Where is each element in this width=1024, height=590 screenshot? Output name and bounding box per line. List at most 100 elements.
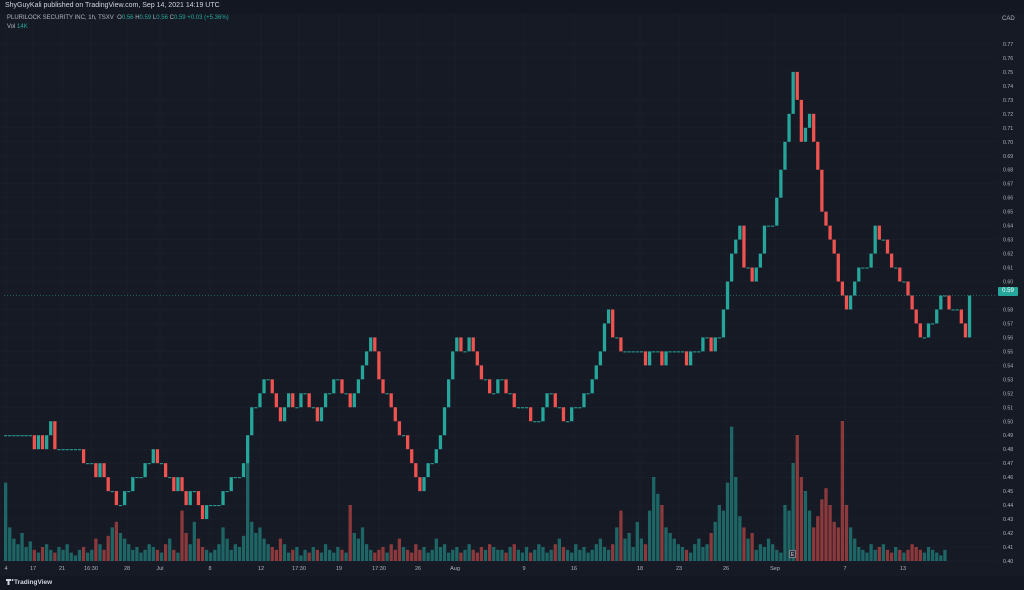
candle — [86, 463, 90, 465]
time-tick-label: 17:30 — [292, 566, 306, 572]
price-tick-label: 0.47 — [1003, 461, 1013, 467]
volume-bar — [713, 521, 717, 561]
candle — [680, 351, 685, 353]
candle — [393, 407, 397, 422]
volume-bar — [225, 538, 229, 561]
volume-bar — [668, 533, 672, 561]
volume-bar — [32, 549, 36, 561]
candle — [853, 281, 857, 296]
volume-bar — [820, 499, 824, 561]
candle — [951, 309, 955, 311]
volume-bar — [266, 544, 270, 561]
volume-bar — [853, 538, 857, 561]
candle — [81, 449, 86, 464]
candle — [32, 435, 36, 450]
volume-bar — [49, 549, 53, 561]
candle — [848, 295, 853, 310]
volume-bar — [151, 547, 155, 561]
candle — [807, 113, 812, 128]
volume-bar — [533, 549, 537, 561]
candle — [233, 477, 237, 479]
candle — [742, 225, 746, 268]
volume-bar — [861, 549, 865, 561]
volume-bar — [118, 533, 123, 561]
volume-bar — [332, 552, 336, 561]
volume-bar — [446, 552, 451, 561]
candle — [906, 281, 910, 296]
candle — [110, 491, 114, 493]
time-tick-label: Sep — [770, 566, 780, 572]
candle — [529, 407, 533, 422]
candle — [709, 337, 713, 352]
candle — [299, 393, 303, 408]
candle — [570, 407, 574, 422]
volume-bar — [799, 477, 804, 561]
candle — [635, 351, 639, 353]
volume-bar — [594, 544, 598, 561]
price-tick-label: 0.43 — [1003, 517, 1013, 523]
candle — [131, 477, 135, 492]
volume-bar — [586, 552, 590, 561]
candle — [721, 309, 726, 338]
candle — [40, 435, 45, 450]
candle — [20, 435, 24, 437]
candle — [291, 393, 295, 408]
candle — [910, 295, 914, 310]
time-tick-label: 26 — [415, 566, 421, 572]
volume-bar — [578, 549, 582, 561]
candle — [307, 393, 311, 408]
earnings-event-marker[interactable]: E — [789, 550, 796, 558]
candle — [660, 351, 664, 366]
price-tick-label: 0.46 — [1003, 475, 1013, 481]
volume-bar — [787, 510, 791, 561]
price-tick-label: 0.63 — [1003, 238, 1013, 244]
candle — [771, 225, 775, 227]
candle — [143, 463, 147, 478]
volume-bar — [545, 552, 549, 561]
change-value: +0.03 (+5.36%) — [187, 15, 229, 21]
candle — [935, 309, 939, 324]
candle — [106, 477, 110, 492]
candle — [615, 337, 619, 339]
volume-bar — [582, 547, 586, 561]
volume-bar — [16, 544, 20, 561]
candle — [139, 477, 143, 479]
volume-bar — [479, 547, 484, 561]
volume-label: Vol — [7, 24, 16, 30]
volume-bar — [766, 538, 771, 561]
candle — [385, 393, 389, 395]
volume-bar — [348, 505, 352, 561]
candle — [463, 351, 467, 353]
candle — [28, 435, 32, 437]
volume-bar — [611, 544, 615, 561]
volume-bar — [812, 527, 816, 561]
candle — [836, 253, 840, 282]
volume-bar — [188, 544, 192, 561]
candle — [541, 407, 545, 422]
candle — [894, 267, 898, 269]
volume-bar — [869, 544, 873, 561]
volume-bar — [697, 538, 701, 561]
candle — [151, 449, 155, 464]
time-tick-label: 26 — [723, 566, 729, 572]
candle — [697, 351, 701, 353]
low-value: 0.56 — [156, 15, 168, 21]
candle — [688, 351, 693, 366]
candle — [734, 239, 738, 254]
candle — [643, 351, 648, 366]
volume-bar — [898, 549, 902, 561]
volume-bar — [262, 538, 266, 561]
candle — [488, 379, 492, 394]
open-label: O — [117, 15, 122, 21]
volume-bar — [127, 544, 131, 561]
candle — [746, 267, 750, 269]
volume-bar — [405, 549, 410, 561]
candle — [246, 435, 250, 464]
high-value: 0.59 — [139, 15, 152, 21]
price-axis[interactable]: CAD — [997, 14, 1024, 576]
price-tick-label: 0.55 — [1003, 349, 1013, 355]
candle — [820, 169, 824, 212]
volume-bar — [570, 552, 574, 561]
price-tick-label: 0.77 — [1003, 42, 1013, 48]
